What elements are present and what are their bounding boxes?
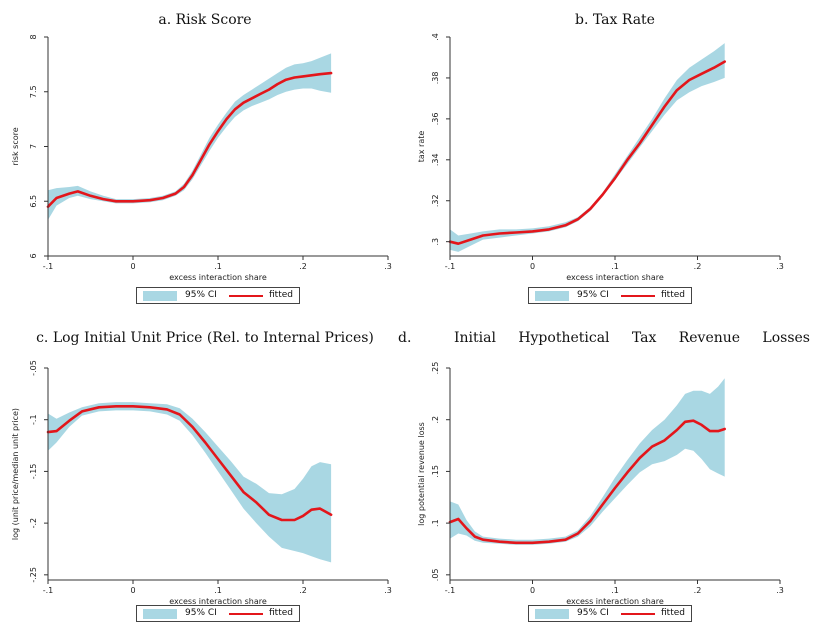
y-tick-label: -.05 (29, 360, 38, 376)
y-tick-label: .05 (431, 568, 440, 581)
y-tick-label: .1 (431, 519, 440, 527)
x-tick-label: .1 (214, 262, 222, 271)
y-tick-label: 6 (29, 253, 38, 258)
fitted-line (448, 419, 727, 545)
x-tick-label: .3 (776, 586, 784, 595)
legend: 95% CI fitted (136, 605, 300, 622)
x-tick-label: -.1 (445, 262, 456, 271)
legend-fitted-label: fitted (269, 290, 293, 300)
y-tick-label: .36 (431, 113, 440, 126)
y-tick-label: .32 (431, 194, 440, 207)
legend-ci-label: 95% CI (185, 290, 217, 300)
x-tick-label: 0 (130, 262, 135, 271)
ci-band (450, 378, 725, 545)
x-tick-label: .2 (299, 586, 307, 595)
y-tick-label: .25 (431, 362, 440, 375)
y-tick-label: .4 (431, 33, 440, 41)
ci-band (48, 402, 332, 563)
fitted-line (448, 60, 727, 245)
y-axis-label: risk score (11, 127, 20, 165)
legend-fitted-swatch (229, 295, 263, 297)
x-axis-label: excess interaction share (566, 273, 664, 282)
legend-ci-swatch (535, 291, 569, 301)
panel-log-unit-price: c. Log Initial Unit Price (Rel. to Inter… (0, 318, 410, 636)
y-tick-label: 6.5 (29, 195, 38, 208)
x-tick-label: .2 (694, 586, 702, 595)
legend-ci-label: 95% CI (577, 608, 609, 618)
x-tick-label: .2 (694, 262, 702, 271)
x-tick-label: .2 (299, 262, 307, 271)
x-tick-label: .1 (214, 586, 222, 595)
legend-ci-label: 95% CI (577, 290, 609, 300)
chart-title: Initial Hypothetical Tax Revenue Losses (454, 330, 810, 346)
y-tick-label: -.25 (29, 567, 38, 583)
chart-title: c. Log Initial Unit Price (Rel. to Inter… (36, 330, 374, 346)
x-tick-label: .1 (611, 262, 619, 271)
x-tick-label: 0 (130, 586, 135, 595)
x-axis-label: excess interaction share (566, 597, 664, 606)
legend: 95% CI fitted (136, 287, 300, 304)
legend: 95% CI fitted (528, 605, 692, 622)
chart-title: a. Risk Score (158, 12, 252, 28)
x-tick-label: -.1 (445, 586, 456, 595)
panel-risk-score: a. Risk Score -.1 0 .1 .2 .3 6 6.5 7 7.5 8 excess … (0, 0, 410, 318)
panel-tax-rate: b. Tax Rate -.1 0 .1 .2 .3 .3 .32 .34 .36 .38 .4 ex… (410, 0, 820, 318)
x-tick-label: -.1 (43, 262, 54, 271)
chart-svg: -.1 0 .1 .2 .3 6 6.5 7 7.5 8 excess interaction sh… (11, 34, 392, 282)
x-tick-label: .1 (611, 586, 619, 595)
legend-fitted-swatch (229, 613, 263, 615)
chart-svg: -.1 0 .1 .2 .3 .05 .1 .15 .2 .25 excess interactio… (417, 362, 784, 606)
chart-title-label: d. (398, 330, 412, 346)
y-tick-label: .2 (431, 416, 440, 424)
legend-fitted-swatch (621, 295, 655, 297)
chart-svg: -.1 0 .1 .2 .3 .3 .32 .34 .36 .38 .4 excess interac… (417, 33, 784, 282)
y-tick-label: 7.5 (29, 85, 38, 98)
fitted-line (46, 71, 333, 208)
legend-ci-swatch (143, 291, 177, 301)
x-tick-label: 0 (530, 586, 535, 595)
y-axis-label: tax rate (417, 131, 426, 163)
legend-fitted-swatch (621, 613, 655, 615)
ci-band (450, 43, 725, 252)
y-tick-label: 7 (29, 144, 38, 149)
chart-svg: -.1 0 .1 .2 .3 -.25 -.2 -.15 -.1 -.05 excess inter… (11, 360, 392, 606)
y-tick-label: .3 (431, 238, 440, 246)
y-tick-label: 8 (29, 34, 38, 39)
x-axis-label: excess interaction share (169, 597, 267, 606)
y-tick-label: .38 (431, 72, 440, 85)
legend-fitted-label: fitted (269, 608, 293, 618)
y-tick-label: .34 (431, 153, 440, 166)
x-tick-label: .3 (776, 262, 784, 271)
y-tick-label: -.2 (29, 518, 38, 529)
y-axis-label: log (unit price/median unit price) (11, 408, 20, 540)
legend-ci-swatch (535, 609, 569, 619)
legend-fitted-label: fitted (661, 608, 685, 618)
x-tick-label: -.1 (43, 586, 54, 595)
y-axis-label: log potential revenue loss (417, 422, 426, 526)
x-axis-label: excess interaction share (169, 273, 267, 282)
legend-ci-swatch (143, 609, 177, 619)
fitted-line (46, 405, 333, 522)
chart-title: b. Tax Rate (575, 12, 655, 28)
y-tick-label: -.1 (29, 414, 38, 425)
y-tick-label: -.15 (29, 464, 38, 480)
panel-revenue-losses: d. Initial Hypothetical Tax Revenue Loss… (398, 318, 820, 636)
x-tick-label: 0 (530, 262, 535, 271)
y-tick-label: .15 (431, 465, 440, 478)
legend: 95% CI fitted (528, 287, 692, 304)
legend-ci-label: 95% CI (185, 608, 217, 618)
x-tick-label: .3 (384, 586, 392, 595)
x-tick-label: .3 (384, 262, 392, 271)
legend-fitted-label: fitted (661, 290, 685, 300)
